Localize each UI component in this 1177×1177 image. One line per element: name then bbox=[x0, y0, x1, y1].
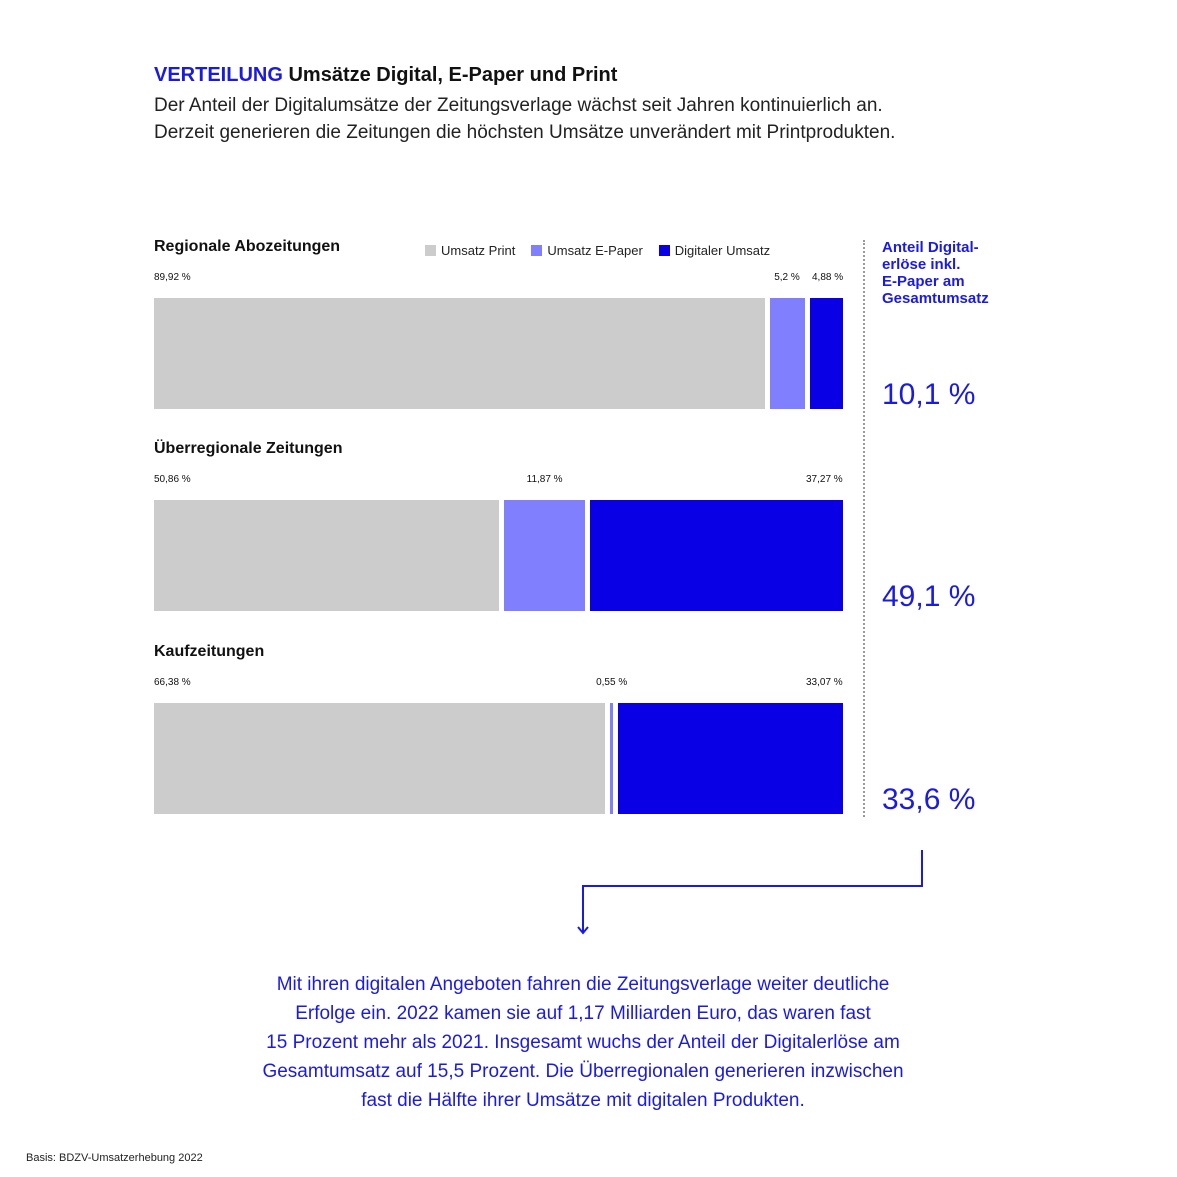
note-line: fast die Hälfte ihrer Umsätze mit digita… bbox=[361, 1090, 805, 1111]
side-header-line: Anteil Digital- bbox=[882, 239, 979, 256]
title-text: Umsätze Digital, E-Paper und Print bbox=[288, 64, 618, 86]
note-line: Mit ihren digitalen Angeboten fahren die… bbox=[276, 974, 890, 995]
value-label-print: 89,92 % bbox=[154, 272, 191, 283]
category-label: Überregionale Zeitungen bbox=[154, 440, 343, 457]
connector-line bbox=[582, 850, 923, 932]
legend-label-print: Umsatz Print bbox=[441, 243, 516, 258]
legend-item-digital: Digitaler Umsatz bbox=[658, 243, 771, 258]
value-label-print: 66,38 % bbox=[154, 677, 191, 688]
bar-print bbox=[154, 703, 605, 814]
legend-label-digital: Digitaler Umsatz bbox=[674, 243, 771, 258]
subtitle-line: Derzeit generieren die Zeitungen die höc… bbox=[154, 122, 896, 143]
value-label-print: 50,86 % bbox=[154, 474, 191, 485]
legend-item-print: Umsatz Print bbox=[425, 243, 515, 258]
category-label: Regionale Abozeitungen bbox=[154, 238, 341, 255]
value-label-digital: 37,27 % bbox=[806, 474, 843, 485]
bar-epaper bbox=[504, 500, 585, 611]
dotted-divider bbox=[863, 240, 865, 817]
digital-share-value: 49,1 % bbox=[882, 580, 976, 613]
chart-legend: Umsatz Print Umsatz E-Paper Digitaler Um… bbox=[425, 243, 786, 258]
digital-share-value: 33,6 % bbox=[882, 783, 976, 816]
legend-item-epaper: Umsatz E-Paper bbox=[531, 243, 643, 258]
legend-label-epaper: Umsatz E-Paper bbox=[547, 243, 643, 258]
bar-print bbox=[154, 500, 500, 611]
side-header-line: E-Paper am bbox=[882, 273, 965, 290]
subtitle-line: Der Anteil der Digitalumsätze der Zeitun… bbox=[154, 95, 883, 116]
value-label-digital: 4,88 % bbox=[812, 272, 844, 283]
bar-print bbox=[154, 298, 765, 409]
bar-digital bbox=[618, 703, 843, 814]
note-line: Erfolge ein. 2022 kamen sie auf 1,17 Mil… bbox=[295, 1003, 871, 1024]
digital-share-header: Anteil Digital- erlöse inkl. E-Paper am … bbox=[882, 239, 1032, 307]
value-label-digital: 33,07 % bbox=[806, 677, 843, 688]
bar-epaper bbox=[769, 298, 805, 409]
bar-epaper bbox=[609, 703, 614, 814]
chart-title: VERTEILUNG Umsätze Digital, E-Paper und … bbox=[154, 64, 617, 87]
legend-swatch-epaper bbox=[531, 245, 543, 256]
summary-note: Mit ihren digitalen Angeboten fahren die… bbox=[150, 970, 1016, 1115]
side-header-line: Gesamtumsatz bbox=[882, 290, 989, 307]
title-kicker: VERTEILUNG bbox=[154, 64, 283, 86]
digital-share-value: 10,1 % bbox=[882, 378, 976, 411]
value-label-epaper: 5,2 % bbox=[774, 272, 800, 283]
value-label-epaper: 11,87 % bbox=[526, 474, 563, 485]
side-header-line: erlöse inkl. bbox=[882, 256, 961, 273]
bar-digital bbox=[809, 298, 843, 409]
value-label-epaper: 0,55 % bbox=[596, 677, 628, 688]
legend-swatch-digital bbox=[658, 245, 670, 256]
source-note: Basis: BDZV-Umsatzerhebung 2022 bbox=[26, 1152, 203, 1164]
arrow-head bbox=[577, 926, 589, 935]
chart-subtitle: Der Anteil der Digitalumsätze der Zeitun… bbox=[154, 92, 1054, 146]
legend-swatch-print bbox=[425, 245, 436, 256]
note-line: Gesamtumsatz auf 15,5 Prozent. Die Überr… bbox=[262, 1061, 904, 1082]
note-line: 15 Prozent mehr als 2021. Insgesamt wuch… bbox=[266, 1032, 900, 1053]
category-label: Kaufzeitungen bbox=[154, 643, 265, 660]
bar-digital bbox=[589, 500, 843, 611]
